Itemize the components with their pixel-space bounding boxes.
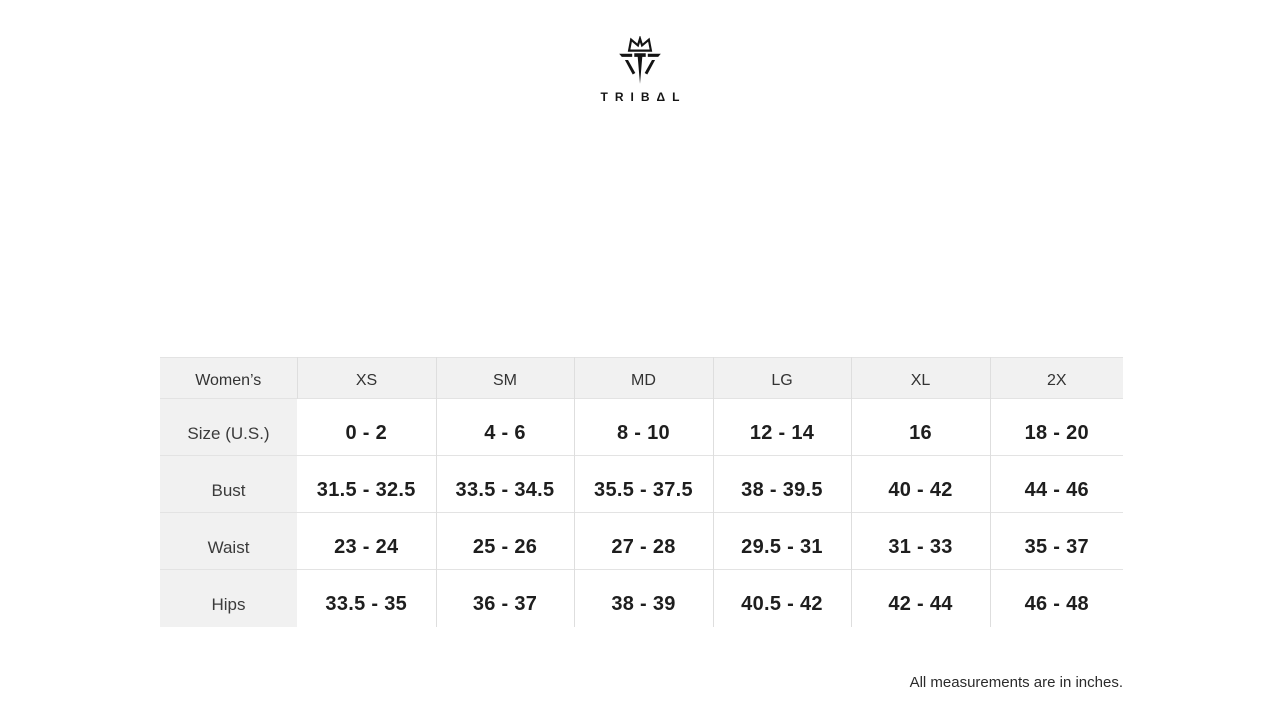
size-chart-table: Women’s XS SM MD LG XL 2X Size (U.S.) 0 … bbox=[160, 357, 1123, 627]
size-cell: 25 - 26 bbox=[435, 512, 574, 570]
size-cell: 23 - 24 bbox=[297, 512, 436, 570]
size-cell: 31.5 - 32.5 bbox=[297, 455, 436, 513]
size-cell: 44 - 46 bbox=[989, 455, 1123, 513]
row-label-waist: Waist bbox=[160, 512, 297, 570]
brand-logo: TRIBΔL bbox=[570, 36, 710, 104]
size-cell: 40 - 42 bbox=[850, 455, 990, 513]
table-row-waist: Waist 23 - 24 25 - 26 27 - 28 29.5 - 31 … bbox=[160, 512, 1123, 570]
size-cell: 35 - 37 bbox=[989, 512, 1123, 570]
size-cell: 38 - 39 bbox=[573, 569, 713, 627]
row-label-bust: Bust bbox=[160, 455, 297, 513]
column-header-sm: SM bbox=[435, 357, 574, 399]
size-cell: 38 - 39.5 bbox=[712, 455, 851, 513]
column-header-xl: XL bbox=[850, 357, 990, 399]
size-cell: 27 - 28 bbox=[573, 512, 713, 570]
size-cell: 46 - 48 bbox=[989, 569, 1123, 627]
tribal-crown-logo-icon bbox=[619, 36, 661, 84]
column-header-lg: LG bbox=[712, 357, 851, 399]
column-header-womens: Women’s bbox=[160, 357, 297, 399]
size-cell: 42 - 44 bbox=[850, 569, 990, 627]
table-row-hips: Hips 33.5 - 35 36 - 37 38 - 39 40.5 - 42… bbox=[160, 569, 1123, 627]
row-label-hips: Hips bbox=[160, 569, 297, 627]
row-label-size-us: Size (U.S.) bbox=[160, 398, 297, 456]
size-cell: 4 - 6 bbox=[435, 398, 574, 456]
size-cell: 18 - 20 bbox=[989, 398, 1123, 456]
table-row-size-us: Size (U.S.) 0 - 2 4 - 6 8 - 10 12 - 14 1… bbox=[160, 398, 1123, 456]
size-cell: 8 - 10 bbox=[573, 398, 713, 456]
brand-wordmark: TRIBΔL bbox=[600, 90, 687, 104]
size-chart: Women’s XS SM MD LG XL 2X Size (U.S.) 0 … bbox=[160, 357, 1123, 627]
size-cell: 35.5 - 37.5 bbox=[573, 455, 713, 513]
size-cell: 29.5 - 31 bbox=[712, 512, 851, 570]
size-chart-header-row: Women’s XS SM MD LG XL 2X bbox=[160, 357, 1123, 399]
size-cell: 12 - 14 bbox=[712, 398, 851, 456]
measurements-footnote: All measurements are in inches. bbox=[909, 674, 1123, 691]
size-cell: 31 - 33 bbox=[850, 512, 990, 570]
size-cell: 33.5 - 35 bbox=[297, 569, 436, 627]
size-cell: 40.5 - 42 bbox=[712, 569, 851, 627]
column-header-md: MD bbox=[573, 357, 713, 399]
size-cell: 36 - 37 bbox=[435, 569, 574, 627]
size-cell: 0 - 2 bbox=[297, 398, 436, 456]
column-header-xs: XS bbox=[296, 357, 436, 399]
column-header-2x: 2X bbox=[989, 357, 1123, 399]
size-cell: 16 bbox=[850, 398, 990, 456]
size-cell: 33.5 - 34.5 bbox=[435, 455, 574, 513]
table-row-bust: Bust 31.5 - 32.5 33.5 - 34.5 35.5 - 37.5… bbox=[160, 455, 1123, 513]
